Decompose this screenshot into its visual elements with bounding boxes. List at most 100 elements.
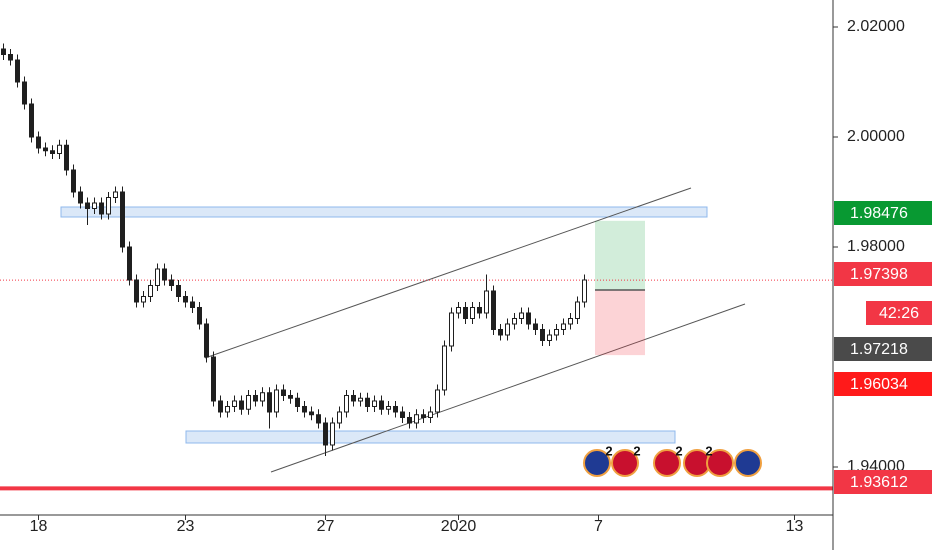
y-tick-label: 2.00000 — [847, 128, 905, 145]
candle-body — [491, 290, 496, 330]
candle-body — [274, 389, 279, 413]
support-zone — [185, 430, 676, 444]
event-badge: 2 — [705, 443, 712, 458]
candle-body — [253, 394, 258, 402]
countdown-box — [866, 301, 932, 325]
candle-body — [183, 295, 188, 303]
target-zone — [595, 220, 645, 291]
candle-body — [85, 202, 90, 209]
candle-body — [169, 279, 174, 286]
candle-body — [92, 202, 97, 209]
price-label: 1.93612 — [850, 474, 908, 491]
candle-body — [197, 306, 202, 325]
candle-body — [281, 389, 286, 396]
candle-body — [379, 400, 384, 410]
event-icon[interactable] — [653, 449, 681, 477]
event-icon[interactable] — [611, 449, 639, 477]
countdown: 42:26 — [879, 305, 919, 322]
candle-body — [134, 279, 139, 303]
candle-body — [267, 392, 272, 413]
candle-body — [120, 191, 125, 248]
candle-body — [337, 411, 342, 424]
candle-body — [148, 284, 153, 297]
candle-body — [302, 405, 307, 413]
candle-body — [568, 317, 573, 325]
candle-body — [50, 150, 55, 154]
event-icon[interactable] — [706, 449, 734, 477]
candle-body — [176, 284, 181, 297]
candle-body — [372, 400, 377, 407]
candle-body — [323, 422, 328, 446]
candle-body — [407, 416, 412, 424]
x-tick-label: 23 — [177, 518, 195, 535]
candle-body — [218, 400, 223, 413]
price-label-box — [834, 372, 932, 396]
candle-body — [316, 414, 321, 424]
candle-body — [43, 147, 48, 152]
candle-body — [414, 414, 419, 424]
candle-body — [442, 345, 447, 391]
candle-body — [1, 48, 6, 56]
candle-body — [470, 306, 475, 319]
candle-body — [526, 312, 531, 325]
candle-body — [36, 136, 41, 149]
candle-body — [365, 397, 370, 407]
candle-body — [127, 246, 132, 281]
candle-body — [540, 328, 545, 341]
price-label-box — [834, 201, 932, 225]
candle-body — [435, 389, 440, 413]
candle-body — [246, 394, 251, 410]
event-badge: 2 — [675, 443, 682, 458]
candle-body — [477, 306, 482, 314]
candle-body — [239, 400, 244, 410]
price-label: 1.98476 — [850, 205, 908, 222]
candle-body — [15, 59, 20, 83]
candle-body — [8, 54, 13, 61]
candle-body — [141, 295, 146, 303]
candle-body — [400, 411, 405, 418]
candle-body — [484, 290, 489, 314]
event-icon[interactable] — [734, 449, 762, 477]
candle-body — [351, 394, 356, 402]
stop-zone — [595, 290, 645, 356]
candle-body — [22, 81, 27, 105]
candle-body — [575, 301, 580, 319]
candle-body — [155, 268, 160, 286]
candle-body — [260, 392, 265, 402]
candle-body — [505, 323, 510, 336]
candle-body — [295, 397, 300, 407]
candle-body — [344, 394, 349, 413]
x-tick-label: 13 — [786, 518, 804, 535]
event-icon[interactable] — [583, 449, 611, 477]
x-tick-label: 7 — [594, 518, 603, 535]
candle-body — [421, 414, 426, 418]
candle-body — [204, 323, 209, 358]
price-label: 1.97218 — [850, 341, 908, 358]
candle-body — [512, 317, 517, 325]
candle-body — [113, 191, 118, 198]
candle-body — [162, 268, 167, 281]
price-label: 1.97398 — [850, 266, 908, 283]
event-icons — [583, 449, 762, 477]
candle-body — [232, 400, 237, 407]
event-badge: 2 — [633, 443, 640, 458]
candle-body — [386, 405, 391, 410]
channel-lower — [270, 303, 746, 473]
candle-body — [288, 394, 293, 399]
event-badge: 2 — [605, 443, 612, 458]
candle-body — [561, 323, 566, 330]
candle-body — [106, 196, 111, 215]
candle-body — [463, 306, 468, 319]
candle-body — [554, 328, 559, 336]
candle-body — [428, 411, 433, 418]
price-label-box — [834, 337, 932, 361]
candle-body — [519, 312, 524, 319]
candle-body — [211, 356, 216, 402]
candle-body — [190, 301, 195, 308]
candle-body — [71, 169, 76, 193]
candle-body — [29, 103, 34, 138]
x-tick-label: 2020 — [441, 518, 477, 535]
price-label: 1.96034 — [850, 376, 908, 393]
